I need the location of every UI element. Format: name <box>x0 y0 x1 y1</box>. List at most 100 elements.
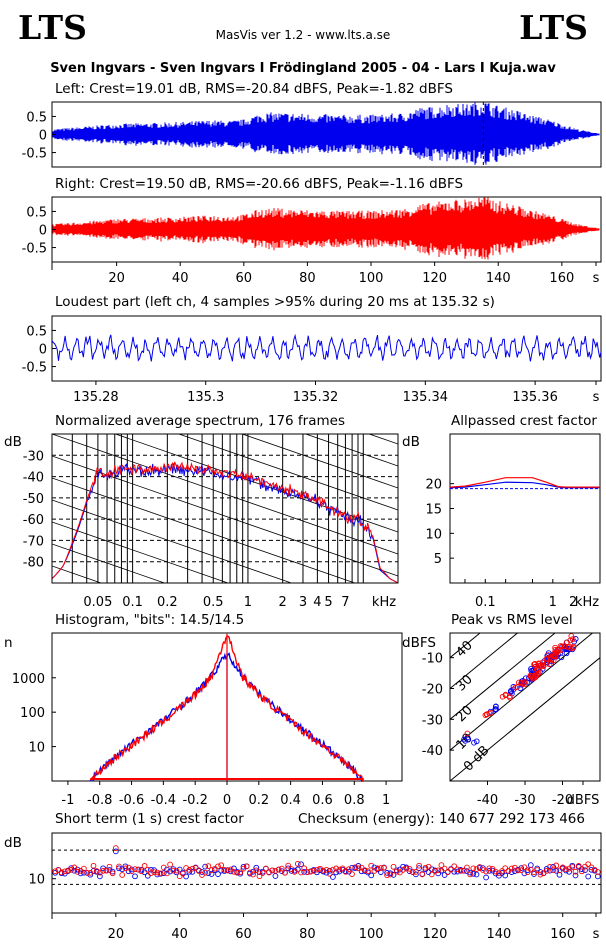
crest-point-right <box>138 868 145 875</box>
crest-point-right <box>569 864 576 870</box>
crest-point-left <box>106 867 113 873</box>
crest-point-left <box>160 870 167 876</box>
crest-point-left <box>416 865 422 871</box>
crest-point-right <box>65 867 71 874</box>
slope-line <box>177 434 398 511</box>
xtick-label: 100 <box>359 271 384 286</box>
crest-point-right <box>578 868 585 875</box>
spectrum-series-right <box>52 461 398 583</box>
xtick-label: kHz <box>575 595 599 610</box>
xtick-label: 20 <box>108 271 125 286</box>
slope-line <box>52 565 103 583</box>
peakrms-point-right <box>546 661 553 668</box>
crest-point-left <box>349 864 355 871</box>
diagonal-label: 20 <box>453 703 475 725</box>
crest-point-right <box>234 869 240 876</box>
file-title: Sven Ingvars - Sven Ingvars I Frödinglan… <box>50 61 556 76</box>
crest-point-right <box>116 863 122 870</box>
spectrum-series-left <box>52 463 398 583</box>
crest-point-right <box>416 862 422 869</box>
crest-point-right <box>594 869 601 875</box>
crest-point-right <box>58 869 65 876</box>
crest-point-right <box>467 871 473 878</box>
crest-point-left <box>97 873 103 880</box>
slope-line <box>52 499 293 583</box>
crest-point-right <box>543 868 550 874</box>
peakrms-y-unit: dBFS <box>402 635 436 651</box>
crest-point-left <box>368 872 375 879</box>
xtick-label: 1 <box>382 793 390 808</box>
xtick-label: -0.6 <box>119 793 144 808</box>
slope-line <box>304 434 398 467</box>
crest-point-right <box>464 864 470 871</box>
crest-point-right <box>167 861 173 868</box>
crest-point-right <box>272 867 279 874</box>
xtick-label: kHz <box>372 595 396 610</box>
crest-point-right <box>320 867 327 874</box>
crest-point-left <box>588 866 595 873</box>
xtick-label: -0.4 <box>151 793 176 808</box>
crest-point-right <box>157 870 164 877</box>
xtick-label: 80 <box>299 271 316 286</box>
diagonal-label: 30 <box>453 672 475 694</box>
ytick-label: -50 <box>23 492 44 507</box>
crest-point-left <box>441 872 448 878</box>
xtick-label: 120 <box>423 927 448 942</box>
peakrms-point-left <box>492 703 499 710</box>
ytick-label: -60 <box>23 513 44 528</box>
xtick-label: 1 <box>549 595 557 610</box>
peakrms-title: Peak vs RMS level <box>451 612 573 628</box>
crest-title: Short term (1 s) crest factor <box>55 811 244 827</box>
xtick-label: s <box>593 927 600 942</box>
crest-point-right <box>559 864 566 871</box>
crest-point-right <box>237 869 244 876</box>
xtick-label: 0.2 <box>248 793 269 808</box>
crest-point-right <box>339 865 346 872</box>
crest-point-right <box>263 865 269 872</box>
slope-lines <box>52 434 398 730</box>
crest-diagonal <box>450 633 594 751</box>
crest-point-right <box>125 864 132 871</box>
xtick-label: 120 <box>422 271 447 286</box>
crest-point-right <box>144 866 151 873</box>
peakrms-point-left <box>464 734 471 741</box>
crest-point-left <box>208 871 215 877</box>
xtick-label: 0.05 <box>83 595 112 610</box>
crest-point-right <box>425 863 432 870</box>
xtick-label: -1 <box>61 793 74 808</box>
xtick-label: 0.2 <box>157 595 178 610</box>
crest-point-right <box>451 863 458 870</box>
crest-point-left <box>390 872 397 878</box>
crest-point-right <box>547 864 553 870</box>
xtick-label: 3 <box>299 595 307 610</box>
ytick-label: -10 <box>422 652 443 667</box>
peakrms-point-right <box>534 671 541 678</box>
crest-point-left <box>122 863 129 870</box>
crest-point-right <box>135 866 142 873</box>
crest-point-left <box>205 870 212 876</box>
allpass-y-unit: dB <box>402 434 420 450</box>
slope-line <box>52 610 398 730</box>
peakrms-diagonals <box>450 633 600 781</box>
crest-point-left <box>87 871 94 878</box>
crest-point-left <box>112 848 119 855</box>
crest-point-left <box>521 870 528 877</box>
ytick-label: -20 <box>422 683 443 698</box>
crest-point-right <box>345 866 352 873</box>
xtick-label: 0.6 <box>312 793 333 808</box>
crest-point-right <box>250 871 256 878</box>
xtick-label: -0.2 <box>182 793 207 808</box>
crest-point-left <box>336 868 343 875</box>
spectrum-grid <box>52 434 398 583</box>
wave-series-left <box>52 101 600 165</box>
crest-point-left <box>371 864 378 871</box>
logo-right: LTS <box>519 8 588 47</box>
crest-point-left <box>71 867 78 874</box>
crest-point-right <box>413 869 419 875</box>
crest-y-unit: dB <box>4 835 22 851</box>
crest-point-left <box>272 873 279 879</box>
crest-point-left <box>202 863 209 870</box>
crest-point-right <box>310 868 317 874</box>
peakrms-point-right <box>486 710 493 717</box>
crest-point-right <box>326 870 333 877</box>
